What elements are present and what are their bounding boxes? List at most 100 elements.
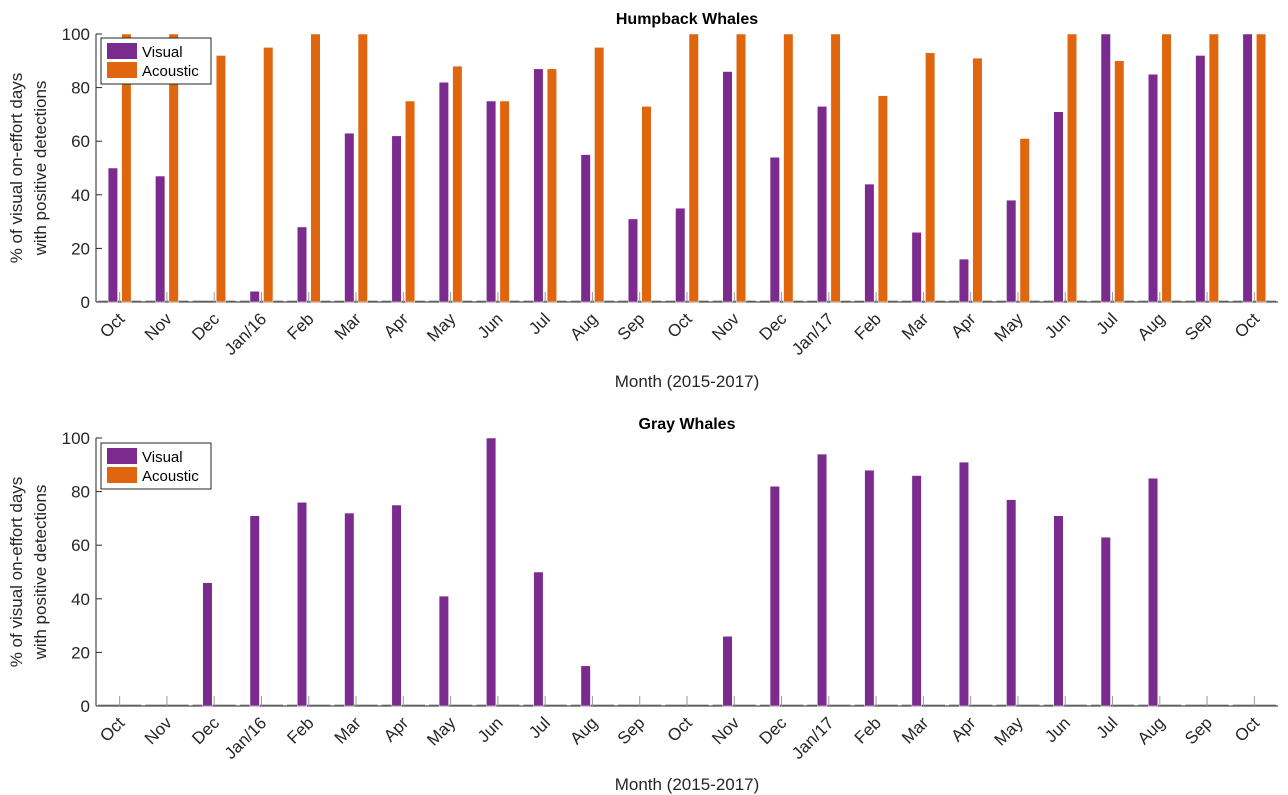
visual-bar <box>911 232 922 303</box>
acoustic-bar <box>168 33 179 303</box>
x-tick-label: Oct <box>1231 713 1263 745</box>
x-tick-label: Jun <box>474 713 507 746</box>
acoustic-bar <box>310 33 321 303</box>
acoustic-bar <box>121 33 132 303</box>
x-tick-label: Jan/16 <box>221 309 271 359</box>
visual-bar <box>1100 536 1111 707</box>
x-tick-label: May <box>423 713 459 749</box>
x-tick-label: Oct <box>1231 309 1263 341</box>
acoustic-bar <box>972 57 983 303</box>
visual-bar <box>249 291 260 303</box>
legend-swatch-visual <box>107 448 137 464</box>
x-tick-label: Oct <box>96 713 128 745</box>
visual-bar <box>675 207 686 303</box>
visual-bar <box>107 167 118 303</box>
x-tick-label: Aug <box>566 309 601 344</box>
visual-bar <box>1195 55 1206 303</box>
x-tick-label: Sep <box>1181 309 1216 344</box>
visual-bar <box>1006 199 1017 303</box>
x-tick-label: Dec <box>756 713 791 748</box>
visual-bar <box>1148 73 1159 303</box>
acoustic-bar <box>1256 33 1267 303</box>
y-tick-label: 60 <box>71 132 90 151</box>
acoustic-bar <box>499 100 510 303</box>
acoustic-bar <box>357 33 368 303</box>
visual-bar <box>1100 33 1111 303</box>
y-tick-label: 40 <box>71 590 90 609</box>
x-tick-label: Aug <box>1134 309 1169 344</box>
acoustic-bar <box>1161 33 1172 303</box>
y-axis-label-line2: with positive detections <box>31 485 50 661</box>
legend: Visual Acoustic <box>100 442 212 490</box>
visual-bar <box>1148 477 1159 707</box>
x-axis-label: Month (2015-2017) <box>615 372 760 391</box>
visual-bar <box>769 157 780 303</box>
visual-bar <box>580 154 591 303</box>
y-tick-label: 80 <box>71 79 90 98</box>
y-tick-label: 0 <box>81 293 90 312</box>
x-tick-label: Apr <box>380 713 412 745</box>
x-tick-label: Oct <box>664 309 696 341</box>
acoustic-bar <box>736 33 747 303</box>
acoustic-bar <box>925 52 936 303</box>
x-tick-label: Feb <box>283 309 317 343</box>
legend: Visual Acoustic <box>100 37 212 85</box>
visual-bar <box>864 469 875 707</box>
visual-bar <box>438 595 449 707</box>
visual-bar <box>722 636 733 707</box>
visual-bar <box>155 175 166 303</box>
y-tick-label: 20 <box>71 643 90 662</box>
x-tick-label: Feb <box>851 713 885 747</box>
y-tick-label: 100 <box>62 25 90 44</box>
chart-title: Gray Whales <box>639 416 736 433</box>
x-tick-label: Dec <box>188 713 223 748</box>
x-tick-label: Oct <box>96 309 128 341</box>
chart-title: Humpback Whales <box>616 11 758 28</box>
visual-bar <box>297 226 308 303</box>
x-tick-label: Jun <box>1041 713 1074 746</box>
acoustic-bar <box>877 95 888 303</box>
x-tick-label: Jan/17 <box>788 713 838 763</box>
x-tick-label: Mar <box>898 309 932 343</box>
x-tick-label: Nov <box>708 309 743 344</box>
x-tick-label: Sep <box>614 309 649 344</box>
visual-bar <box>344 132 355 303</box>
visual-bar <box>627 218 638 303</box>
y-axis-label-line1: % of visual on-effort days <box>7 477 26 668</box>
legend-label-visual: Visual <box>142 449 183 466</box>
visual-bar <box>297 502 308 707</box>
visual-bar <box>391 504 402 707</box>
x-tick-label: Jul <box>1093 309 1122 338</box>
visual-bar <box>1053 111 1064 303</box>
visual-bar <box>817 453 828 707</box>
visual-bar <box>486 437 497 707</box>
visual-bar <box>438 81 449 303</box>
x-tick-label: Dec <box>188 309 223 344</box>
x-axis-label: Month (2015-2017) <box>615 775 760 794</box>
acoustic-bar <box>215 55 226 303</box>
visual-bar <box>817 106 828 303</box>
x-tick-label: Mar <box>898 713 932 747</box>
visual-bar <box>722 71 733 303</box>
legend-swatch-acoustic <box>107 62 137 78</box>
acoustic-bar <box>452 65 463 303</box>
y-tick-label: 20 <box>71 239 90 258</box>
x-tick-label: Sep <box>614 713 649 748</box>
acoustic-bar <box>783 33 794 303</box>
visual-bar <box>958 258 969 303</box>
x-tick-label: Jul <box>525 713 554 742</box>
x-tick-label: Jan/16 <box>221 713 271 763</box>
x-tick-label: May <box>991 309 1027 345</box>
acoustic-bar <box>263 47 274 303</box>
x-tick-label: Feb <box>851 309 885 343</box>
x-tick-label: Aug <box>1134 713 1169 748</box>
visual-bar <box>391 135 402 303</box>
visual-bar <box>344 512 355 707</box>
acoustic-bar <box>1019 138 1030 303</box>
acoustic-bar <box>688 33 699 303</box>
x-tick-label: Jun <box>1041 309 1074 342</box>
visual-bar <box>533 571 544 707</box>
acoustic-bar <box>830 33 841 303</box>
x-tick-label: Nov <box>141 309 176 344</box>
